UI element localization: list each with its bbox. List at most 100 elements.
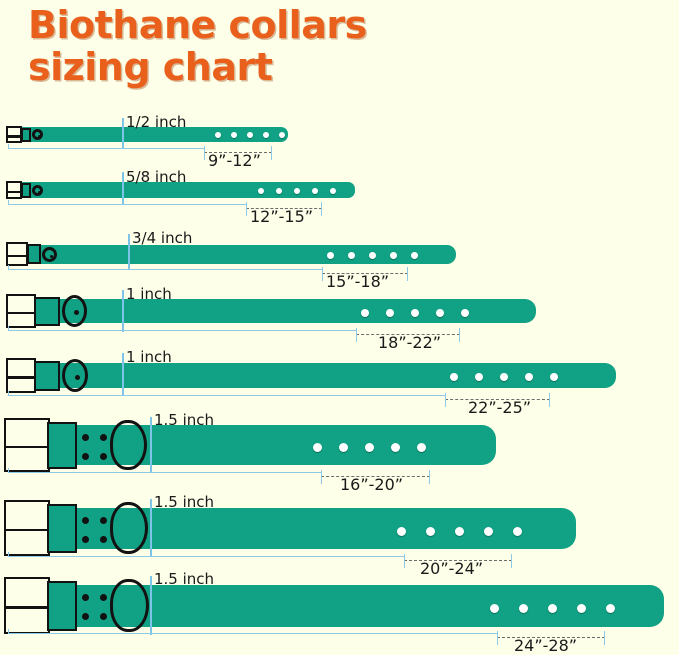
d-ring bbox=[32, 129, 44, 140]
dimension-range-line bbox=[404, 554, 512, 568]
dimension-range-line bbox=[322, 267, 408, 281]
d-ring-center bbox=[74, 310, 80, 316]
buckle-rivet bbox=[82, 613, 89, 621]
buckle-rivet bbox=[82, 516, 89, 524]
width-label: 1/2 inch bbox=[126, 113, 187, 131]
adjustment-hole bbox=[484, 527, 493, 536]
size-range-label: 15”-18” bbox=[326, 272, 390, 291]
collar-strap bbox=[36, 363, 616, 388]
adjustment-hole bbox=[525, 373, 533, 381]
dimension-range-line bbox=[497, 631, 605, 645]
buckle-rivet bbox=[82, 535, 89, 543]
buckle-frame bbox=[4, 418, 50, 472]
collar-strap bbox=[18, 127, 288, 142]
adjustment-hole bbox=[411, 252, 418, 259]
buckle-frame bbox=[4, 500, 50, 556]
dimension-range-line bbox=[204, 146, 272, 160]
adjustment-hole bbox=[339, 443, 348, 452]
dimension-base-line bbox=[8, 326, 356, 331]
adjustment-hole bbox=[231, 132, 237, 138]
adjustment-hole bbox=[391, 443, 400, 452]
adjustment-hole bbox=[417, 443, 426, 452]
collar-buckle bbox=[6, 358, 89, 393]
d-ring bbox=[32, 184, 44, 196]
adjustment-hole bbox=[411, 309, 419, 317]
size-range-label: 16”-20” bbox=[340, 475, 404, 494]
d-ring bbox=[42, 246, 58, 262]
adjustment-hole bbox=[263, 132, 269, 138]
adjustment-hole bbox=[436, 309, 444, 317]
adjustment-hole bbox=[365, 443, 374, 452]
collar-strap bbox=[36, 299, 536, 323]
width-tick bbox=[122, 172, 124, 204]
dimension-base-line bbox=[8, 144, 204, 149]
collar-buckle bbox=[6, 181, 44, 199]
buckle-tongue bbox=[27, 244, 41, 265]
dimension-base-line bbox=[8, 265, 322, 270]
adjustment-hole bbox=[294, 188, 300, 194]
buckle-frame bbox=[6, 242, 28, 266]
size-range-label: 22”-25” bbox=[468, 398, 532, 417]
collar-buckle bbox=[4, 418, 147, 472]
buckle-crossbar bbox=[8, 135, 20, 138]
width-tick bbox=[122, 290, 124, 332]
adjustment-hole bbox=[550, 373, 558, 381]
buckle-frame bbox=[4, 577, 50, 634]
adjustment-hole bbox=[279, 132, 285, 138]
size-range-label: 12”-15” bbox=[250, 207, 314, 226]
adjustment-hole bbox=[327, 252, 334, 259]
buckle-frame bbox=[6, 294, 36, 328]
d-ring-center bbox=[74, 374, 80, 380]
d-ring-center bbox=[38, 135, 42, 139]
buckle-crossbar bbox=[6, 606, 48, 609]
adjustment-hole bbox=[386, 309, 394, 317]
dimension-base-line bbox=[8, 629, 497, 634]
adjustment-hole bbox=[519, 604, 528, 613]
d-ring bbox=[62, 294, 88, 328]
width-label: 1.5 inch bbox=[154, 570, 215, 588]
buckle-tongue bbox=[47, 421, 77, 470]
width-tick bbox=[150, 417, 152, 473]
width-tick bbox=[150, 576, 152, 635]
width-tick bbox=[150, 499, 152, 557]
adjustment-hole bbox=[455, 527, 464, 536]
width-label: 1.5 inch bbox=[154, 411, 215, 429]
adjustment-hole bbox=[313, 443, 322, 452]
buckle-frame bbox=[6, 358, 36, 393]
dimension-range-line bbox=[356, 328, 460, 342]
adjustment-hole bbox=[500, 373, 508, 381]
buckle-crossbar bbox=[8, 190, 20, 194]
buckle-crossbar bbox=[8, 376, 34, 379]
adjustment-hole bbox=[312, 188, 318, 194]
adjustment-hole bbox=[276, 188, 282, 194]
buckle-tongue bbox=[21, 182, 31, 198]
adjustment-hole bbox=[361, 309, 369, 317]
dimension-base-line bbox=[8, 200, 246, 205]
buckle-tongue bbox=[34, 360, 60, 391]
buckle-frame bbox=[6, 181, 22, 199]
width-label: 1.5 inch bbox=[154, 493, 215, 511]
width-label: 1 inch bbox=[126, 348, 172, 366]
collar-buckle bbox=[6, 294, 88, 328]
buckle-rivet bbox=[82, 434, 89, 442]
adjustment-hole bbox=[461, 309, 469, 317]
size-range-label: 18”-22” bbox=[378, 333, 442, 352]
adjustment-hole bbox=[390, 252, 397, 259]
dimension-range-line bbox=[246, 202, 322, 216]
width-tick bbox=[122, 118, 124, 148]
adjustment-hole bbox=[450, 373, 458, 381]
adjustment-hole bbox=[330, 188, 336, 194]
collar-buckle bbox=[4, 500, 148, 556]
buckle-crossbar bbox=[6, 445, 48, 449]
collar-buckle bbox=[6, 126, 44, 143]
d-ring bbox=[110, 578, 149, 633]
d-ring-center bbox=[50, 254, 54, 258]
adjustment-hole bbox=[247, 132, 253, 138]
dimension-range-line bbox=[321, 470, 430, 484]
d-ring-center bbox=[38, 190, 42, 194]
buckle-frame bbox=[6, 126, 22, 143]
buckle-tongue bbox=[34, 296, 60, 326]
width-tick bbox=[122, 353, 124, 396]
collar-strap bbox=[22, 245, 456, 264]
